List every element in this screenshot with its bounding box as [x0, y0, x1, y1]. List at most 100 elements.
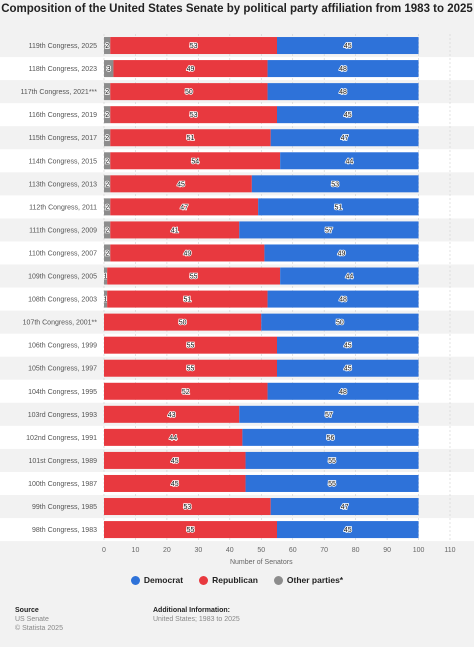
bar-segment [104, 290, 108, 308]
democrat-swatch-icon [130, 575, 140, 585]
source-block: Source US Senate © Statista 2025 [15, 606, 63, 633]
other-parties-swatch-icon [273, 575, 283, 585]
bar-segment [267, 83, 419, 101]
bar-segment [110, 152, 281, 170]
bar-segment [264, 244, 419, 262]
data-label: 50 [336, 320, 344, 327]
data-label: 45 [344, 43, 352, 50]
bar-segment [104, 129, 111, 147]
bar-segment [113, 60, 268, 78]
bar-segment [261, 313, 419, 331]
legend-item-republican[interactable]: Republican [199, 575, 258, 585]
x-tick-label: 50 [257, 547, 265, 554]
bar-segment [110, 244, 265, 262]
data-label: 45 [344, 112, 352, 119]
data-label: 56 [327, 435, 335, 442]
data-label: 53 [190, 112, 198, 119]
x-tick-label: 110 [444, 547, 455, 554]
bar-segment [270, 498, 419, 516]
bar-segment [104, 83, 111, 101]
data-label: 44 [169, 435, 177, 442]
data-label: 51 [334, 204, 342, 211]
bar-segment [107, 267, 281, 285]
bar-segment [104, 451, 246, 469]
bar-segment [104, 152, 111, 170]
data-label: 44 [345, 158, 353, 165]
data-label: 47 [341, 504, 349, 511]
data-label: 41 [171, 227, 179, 234]
legend-item-democrat[interactable]: Democrat [130, 575, 183, 585]
data-label: 48 [339, 389, 347, 396]
data-label: 55 [187, 366, 195, 373]
legend-label-other: Other parties* [286, 575, 344, 585]
legend-item-other[interactable]: Other parties* [273, 575, 344, 585]
x-tick-label: 60 [289, 547, 297, 554]
category-label: 114th Congress, 2015 [29, 158, 97, 165]
additional-info-heading: Additional Information: [153, 607, 230, 614]
bar-segment [258, 198, 419, 216]
source-heading: Source [15, 607, 39, 614]
category-label: 118th Congress, 2023 [29, 66, 97, 73]
bar-segment [242, 428, 419, 446]
data-label: 55 [328, 458, 336, 465]
data-label: 51 [187, 135, 195, 142]
bar-segment [104, 498, 271, 516]
category-label: 108th Congress, 2003 [28, 297, 97, 304]
data-label: 2 [105, 250, 109, 257]
data-label: 48 [339, 89, 347, 96]
category-label: 115th Congress, 2017 [29, 135, 97, 142]
category-label: 113th Congress, 2013 [29, 181, 97, 188]
data-label: 2 [105, 89, 109, 96]
x-tick-label: 10 [132, 547, 140, 554]
data-label: 2 [105, 204, 109, 211]
bar-segment [245, 451, 419, 469]
bar-segment [104, 244, 111, 262]
x-tick-label: 20 [163, 547, 171, 554]
bar-segment [104, 382, 268, 400]
bar-segment [104, 198, 111, 216]
bar-segment [280, 267, 419, 285]
data-label: 1 [104, 297, 108, 304]
x-tick-label: 90 [383, 547, 391, 554]
category-label: 100th Congress, 1987 [28, 481, 97, 488]
source-line-1[interactable]: US Senate [15, 616, 49, 623]
category-label: 106th Congress, 1999 [28, 343, 97, 350]
category-label: 98th Congress, 1983 [32, 527, 97, 534]
legend-label-republican: Republican [212, 575, 258, 585]
source-line-2: © Statista 2025 [15, 625, 63, 632]
bar-segment [110, 221, 240, 239]
bar-segment [104, 521, 277, 539]
bar-segment [104, 428, 243, 446]
data-label: 45 [344, 366, 352, 373]
bar-segment [104, 359, 277, 377]
bar-segment [104, 336, 277, 354]
bar-segment [110, 129, 271, 147]
bar-segment [104, 221, 111, 239]
data-label: 55 [328, 481, 336, 488]
x-tick-label: 30 [194, 547, 202, 554]
bar-segment [277, 106, 419, 124]
data-label: 53 [183, 504, 191, 511]
category-label: 107th Congress, 2001** [23, 320, 98, 327]
bar-segment [267, 60, 419, 78]
data-label: 2 [105, 112, 109, 119]
data-label: 45 [171, 481, 179, 488]
category-label: 104th Congress, 1995 [28, 389, 97, 396]
bar-segment [277, 336, 419, 354]
category-label: 117th Congress, 2021*** [20, 89, 97, 96]
bar-segment [277, 37, 419, 55]
data-label: 57 [325, 227, 333, 234]
data-label: 3 [107, 66, 111, 73]
bar-segment [107, 290, 268, 308]
bar-segment [280, 152, 419, 170]
category-label: 116th Congress, 2019 [29, 112, 97, 119]
data-label: 47 [180, 204, 188, 211]
bar-segment [251, 175, 419, 193]
data-label: 49 [187, 66, 195, 73]
data-label: 45 [344, 343, 352, 350]
data-label: 43 [168, 412, 176, 419]
bar-segment [104, 474, 246, 492]
additional-info-line: United States; 1983 to 2025 [153, 616, 240, 623]
data-label: 53 [331, 181, 339, 188]
category-label: 112th Congress, 2011 [29, 204, 97, 211]
